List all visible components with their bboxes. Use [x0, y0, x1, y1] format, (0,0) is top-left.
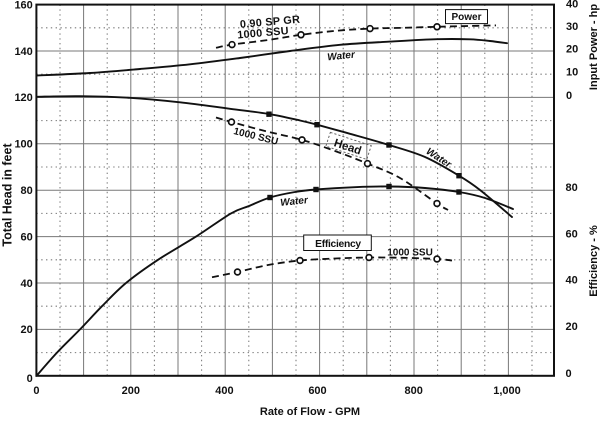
svg-text:160: 160 — [14, 0, 32, 11]
svg-text:40: 40 — [566, 0, 578, 11]
svg-text:600: 600 — [308, 385, 326, 397]
svg-text:1000 SSU: 1000 SSU — [387, 248, 433, 259]
svg-text:0: 0 — [27, 373, 33, 385]
svg-text:30: 30 — [566, 21, 578, 33]
svg-text:Efficiency: Efficiency — [315, 239, 361, 250]
svg-text:1000 SSU: 1000 SSU — [237, 25, 289, 41]
svg-text:20: 20 — [566, 44, 578, 56]
svg-text:0: 0 — [566, 90, 572, 102]
svg-text:400: 400 — [215, 385, 233, 397]
svg-text:0: 0 — [566, 368, 572, 380]
svg-text:60: 60 — [566, 228, 578, 240]
svg-text:20: 20 — [21, 324, 33, 336]
svg-text:60: 60 — [21, 231, 33, 243]
svg-text:Water: Water — [327, 49, 357, 63]
svg-text:Input Power - hp: Input Power - hp — [588, 4, 600, 90]
svg-text:800: 800 — [405, 385, 423, 397]
svg-text:80: 80 — [21, 185, 33, 197]
svg-text:1,000: 1,000 — [493, 385, 521, 397]
svg-text:10: 10 — [566, 67, 578, 79]
svg-text:0: 0 — [33, 385, 39, 397]
svg-text:20: 20 — [566, 321, 578, 333]
svg-text:Efficiency - %: Efficiency - % — [588, 225, 600, 297]
svg-text:Water: Water — [280, 195, 310, 209]
svg-text:Rate of Flow - GPM: Rate of Flow - GPM — [260, 406, 360, 418]
svg-text:Total Head in feet: Total Head in feet — [1, 143, 15, 247]
svg-text:80: 80 — [566, 182, 578, 194]
svg-text:40: 40 — [21, 278, 33, 290]
svg-text:0.90 SP GR: 0.90 SP GR — [239, 14, 300, 31]
svg-text:100: 100 — [14, 139, 32, 151]
svg-text:120: 120 — [14, 92, 32, 104]
svg-text:Power: Power — [451, 12, 481, 23]
svg-text:200: 200 — [122, 385, 140, 397]
svg-text:40: 40 — [566, 274, 578, 286]
svg-text:140: 140 — [14, 46, 32, 58]
